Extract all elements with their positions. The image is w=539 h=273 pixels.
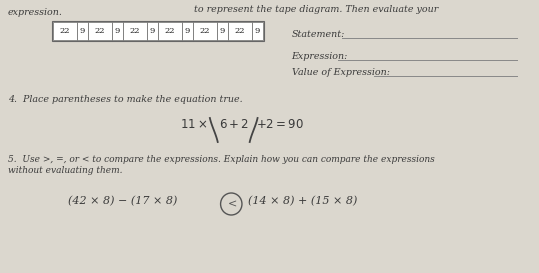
Text: Statement:: Statement: bbox=[292, 30, 345, 39]
Bar bbox=[229, 22, 252, 40]
Text: 9: 9 bbox=[185, 27, 190, 35]
Bar bbox=[194, 22, 217, 40]
Text: 22: 22 bbox=[60, 27, 71, 35]
Text: 5.  Use >, =, or < to compare the expressions. Explain how you can compare the e: 5. Use >, =, or < to compare the express… bbox=[8, 155, 434, 164]
Text: expression.: expression. bbox=[8, 8, 63, 17]
Bar bbox=[217, 22, 229, 40]
Text: to represent the tape diagram. Then evaluate your: to represent the tape diagram. Then eval… bbox=[195, 5, 439, 14]
Bar bbox=[112, 22, 123, 40]
Text: 9: 9 bbox=[80, 27, 85, 35]
Text: 22: 22 bbox=[130, 27, 140, 35]
Text: 4.  Place parentheses to make the equation true.: 4. Place parentheses to make the equatio… bbox=[8, 95, 243, 104]
Text: $+ 2 = 90$: $+ 2 = 90$ bbox=[255, 118, 303, 131]
Text: 9: 9 bbox=[220, 27, 225, 35]
Text: 9: 9 bbox=[150, 27, 155, 35]
Bar bbox=[52, 21, 264, 41]
Text: without evaluating them.: without evaluating them. bbox=[8, 166, 122, 175]
Bar bbox=[158, 22, 182, 40]
Text: 9: 9 bbox=[255, 27, 260, 35]
Text: $6 + 2$: $6 + 2$ bbox=[219, 118, 249, 131]
Text: (42 × 8) − (17 × 8): (42 × 8) − (17 × 8) bbox=[68, 196, 177, 206]
Bar bbox=[252, 22, 264, 40]
Text: <: < bbox=[227, 200, 237, 210]
Text: $11 \times$: $11 \times$ bbox=[180, 118, 208, 131]
Text: (14 × 8) + (15 × 8): (14 × 8) + (15 × 8) bbox=[248, 196, 357, 206]
Text: 22: 22 bbox=[95, 27, 105, 35]
Bar bbox=[53, 22, 77, 40]
Text: 22: 22 bbox=[235, 27, 245, 35]
Text: 9: 9 bbox=[115, 27, 120, 35]
Text: Value of Expression:: Value of Expression: bbox=[292, 68, 390, 77]
Text: 22: 22 bbox=[200, 27, 210, 35]
Bar bbox=[182, 22, 194, 40]
Text: Expression:: Expression: bbox=[292, 52, 348, 61]
Bar bbox=[147, 22, 158, 40]
Bar bbox=[77, 22, 88, 40]
Bar bbox=[123, 22, 147, 40]
Bar bbox=[88, 22, 112, 40]
Text: 22: 22 bbox=[165, 27, 175, 35]
